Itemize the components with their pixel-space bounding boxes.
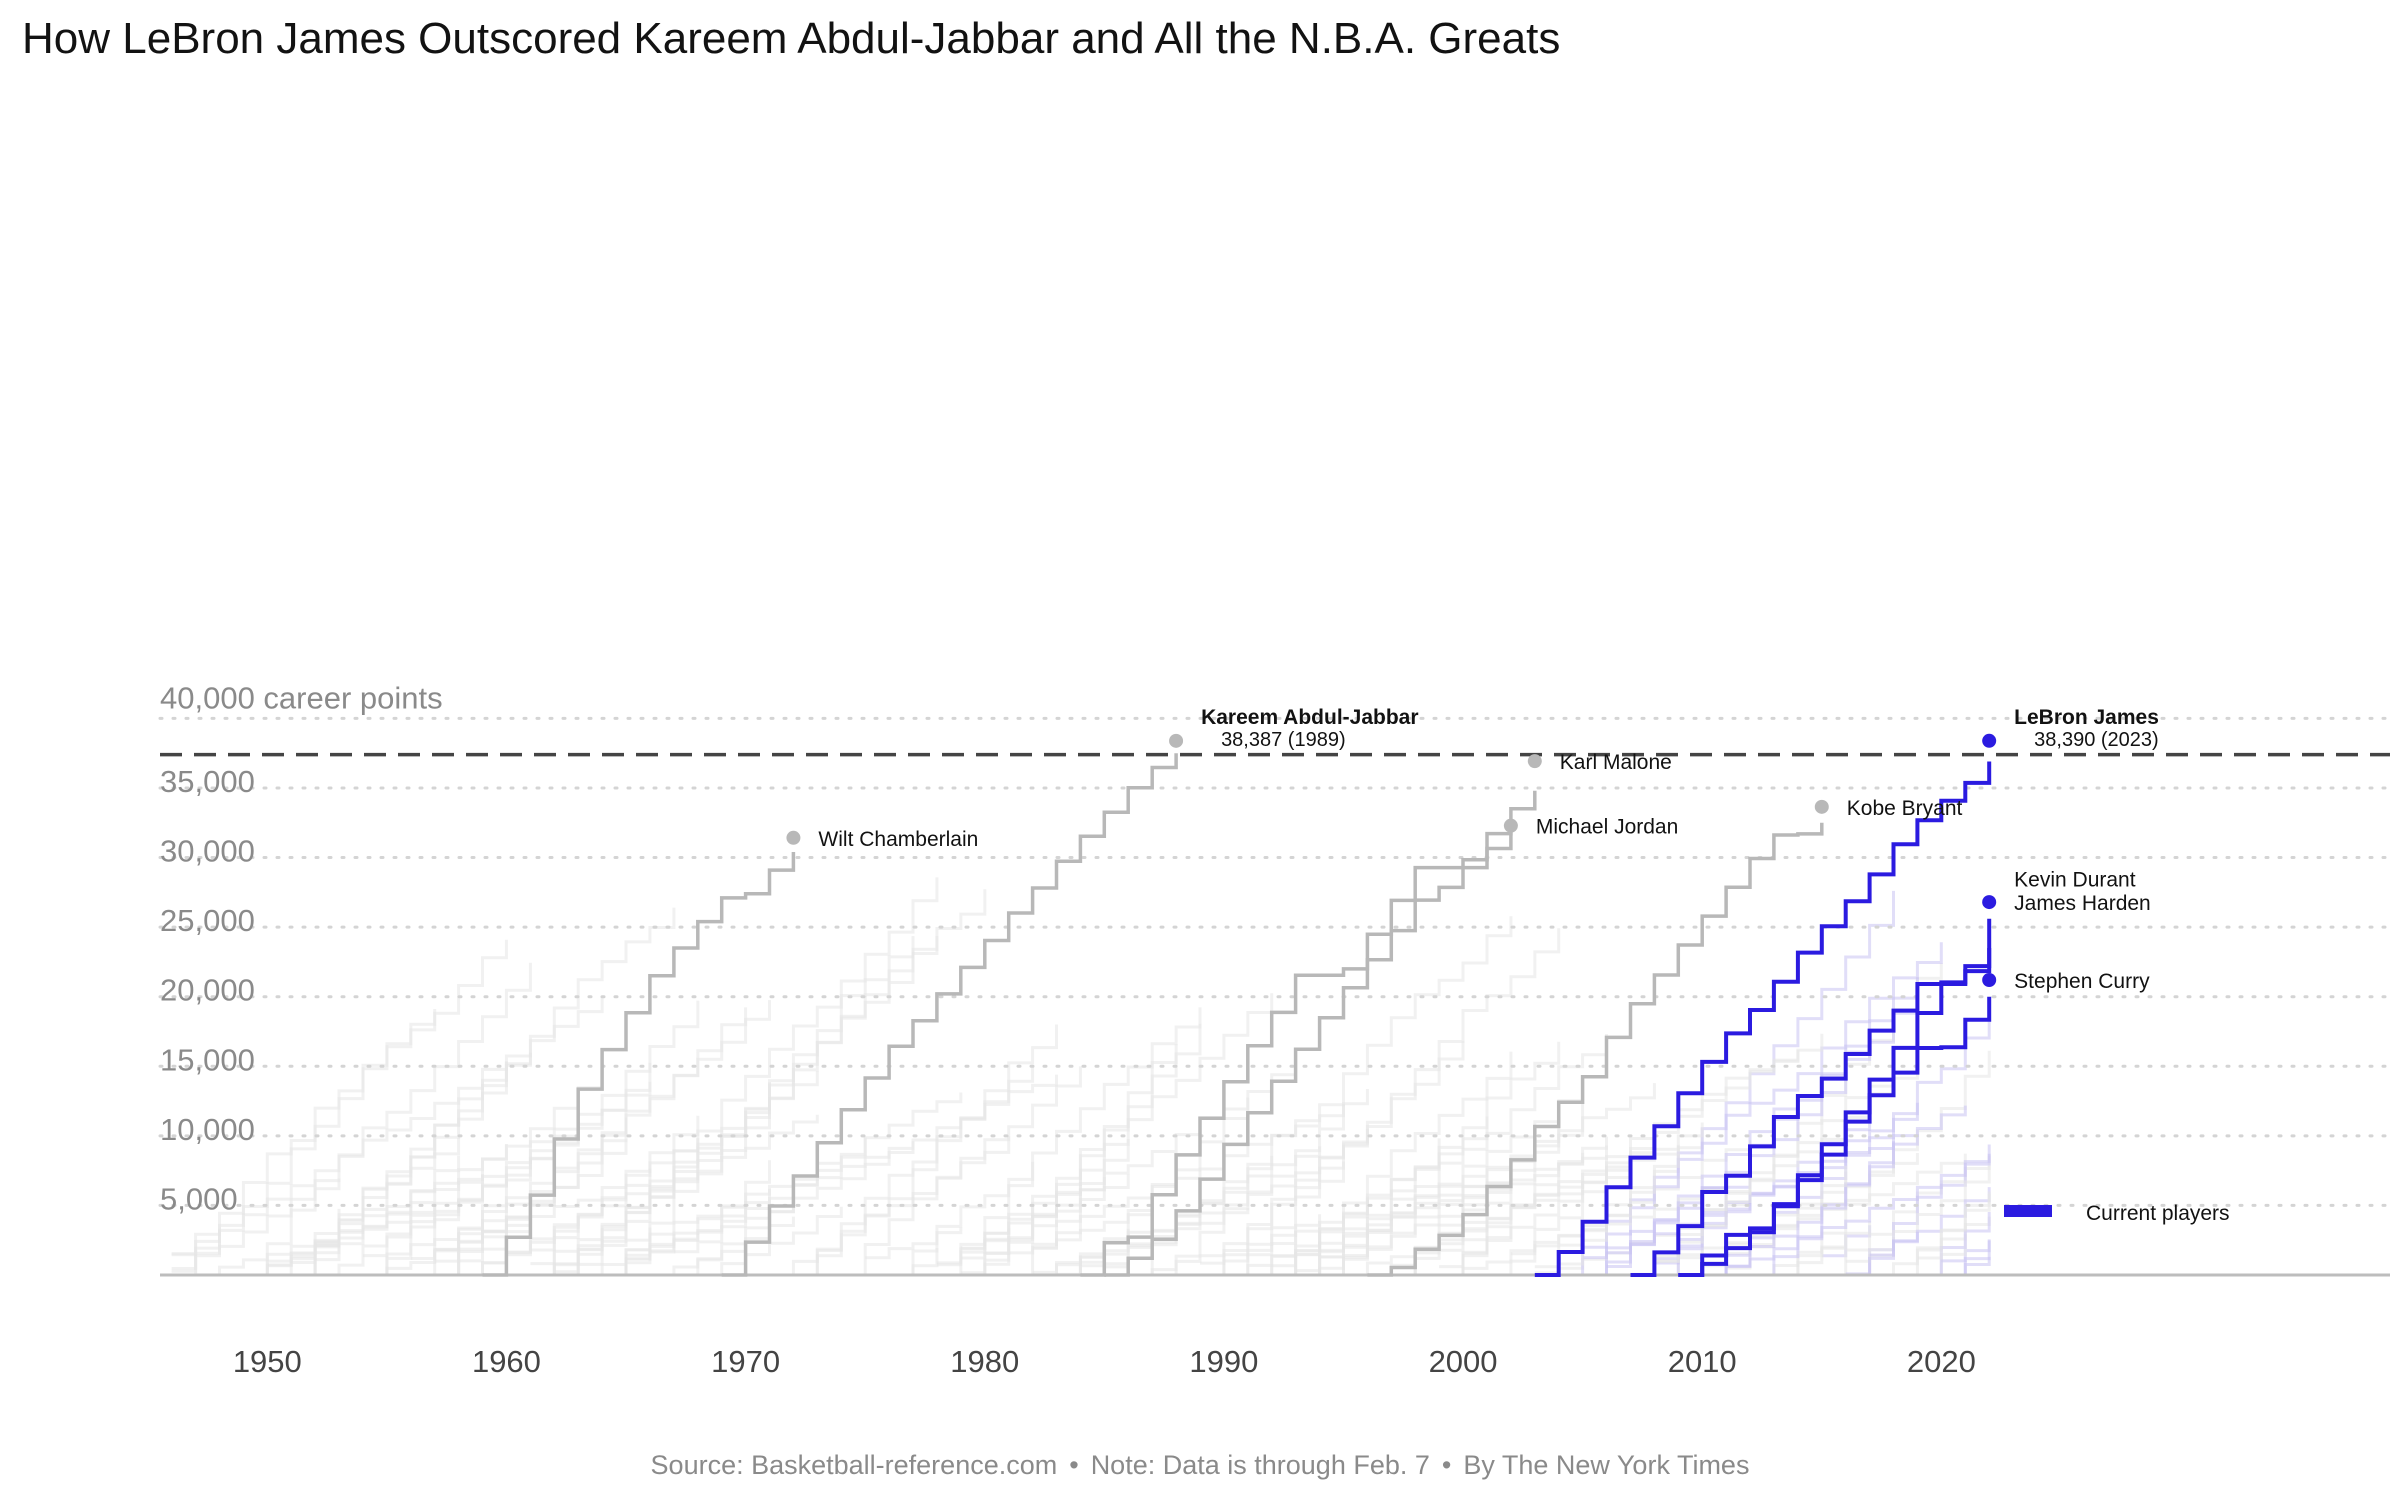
annotation-label-michael-jordan: Michael Jordan <box>1536 816 1678 839</box>
annotation-dot-james-harden <box>1982 895 1997 910</box>
background-player-line <box>1391 1103 1585 1277</box>
background-player-line <box>530 1115 700 1266</box>
annotation-label-karl-malone: Karl Malone <box>1560 751 1672 774</box>
background-player-line <box>291 1208 341 1277</box>
legend: Current players <box>2004 1202 2230 1225</box>
footer-separator: • <box>1069 1450 1079 1480</box>
background-player-line <box>1032 1207 1250 1277</box>
series-line-kobe-bryant <box>1367 822 1824 1277</box>
background-player-line <box>1128 916 1513 1277</box>
annotation-label-wilt-chamberlain: Wilt Chamberlain <box>818 828 978 851</box>
y-axis-labels: 5,000 10,000 15,000 20,000 25,000 30,000 35,00… <box>160 680 443 1216</box>
y-tick-label: 30,000 <box>160 834 255 869</box>
background-player-line <box>673 1074 1058 1254</box>
x-tick-label: 2020 <box>1907 1344 1976 1379</box>
background-player-line <box>1917 1194 1991 1260</box>
background-player-line <box>889 1007 1202 1277</box>
y-tick-label: 5,000 <box>160 1181 238 1216</box>
series-line-lebron-james <box>1534 761 1992 1277</box>
y-tick-label: 15,000 <box>160 1042 255 1077</box>
background-player-line <box>363 1064 604 1258</box>
series-line-kareem-abdul-jabbar <box>721 753 1178 1277</box>
annotation-dot-stephen-curry <box>1982 973 1997 988</box>
background-player-line <box>865 1227 963 1260</box>
background-player-line <box>171 939 508 1256</box>
background-player-line <box>1558 890 1895 1277</box>
background-player-line <box>1702 1134 1919 1277</box>
annotations: Wilt Chamberlain Kareem Abdul-Jabbar38,38… <box>786 706 2159 993</box>
annotation-label-stephen-curry: Stephen Curry <box>2014 970 2150 993</box>
footer: Source: Basketball-reference.com • Note: D… <box>0 1450 2400 1481</box>
annotation-dot-lebron-james <box>1982 733 1997 748</box>
background-player-line <box>602 889 987 1277</box>
x-tick-label: 2000 <box>1429 1344 1498 1379</box>
annotation-label-kevin-durant: Kevin Durant <box>2014 868 2136 891</box>
background-player-line <box>1008 1139 1130 1277</box>
background-player-line <box>1869 1216 1991 1277</box>
background-player-line <box>1271 1138 1441 1277</box>
annotation-value-lebron-james: 38,390 (2023) <box>2034 729 2159 751</box>
x-tick-label: 1990 <box>1189 1344 1258 1379</box>
x-tick-label: 1980 <box>950 1344 1019 1379</box>
y-tick-label: 25,000 <box>160 903 255 938</box>
background-player-line <box>841 1066 1082 1277</box>
annotation-dot-wilt-chamberlain <box>786 830 801 845</box>
footer-note: Note: Data is through Feb. 7 <box>1090 1450 1430 1480</box>
annotation-dot-karl-malone <box>1527 754 1542 769</box>
background-player-line <box>1845 1187 1991 1276</box>
x-tick-label: 1950 <box>233 1344 302 1379</box>
series-line-wilt-chamberlain <box>482 852 796 1277</box>
background-player-line <box>936 1023 1202 1277</box>
footer-byline: By The New York Times <box>1463 1450 1750 1480</box>
background-player-line <box>315 907 676 1255</box>
background-player-line <box>1869 1231 1919 1257</box>
x-tick-label: 1970 <box>711 1344 780 1379</box>
y-tick-label: 35,000 <box>160 764 255 799</box>
footer-source: Source: Basketball-reference.com <box>650 1450 1058 1480</box>
x-axis-labels: 1950 1960 1970 1980 1990 2000 2010 2020 <box>233 1344 1976 1379</box>
annotation-label-lebron-james: LeBron James <box>2014 706 2159 729</box>
series-line-stephen-curry <box>1678 996 1992 1277</box>
legend-label: Current players <box>2086 1202 2230 1225</box>
annotation-value-kareem-abdul-jabbar: 38,387 (1989) <box>1221 729 1346 751</box>
background-player-line <box>291 1155 461 1277</box>
background-player-line <box>1845 1166 1991 1263</box>
annotation-label-kobe-bryant: Kobe Bryant <box>1847 797 1963 820</box>
series-line-michael-jordan <box>1080 828 1513 1277</box>
series-line-karl-malone <box>1104 790 1537 1277</box>
y-tick-label: 20,000 <box>160 973 255 1008</box>
y-axis-title: 40,000 career points <box>160 680 443 715</box>
background-player-line <box>243 962 532 1277</box>
background-player-line <box>769 1066 1035 1277</box>
annotation-label-kareem-abdul-jabbar: Kareem Abdul-Jabbar <box>1201 706 1418 729</box>
background-player-line <box>434 1205 532 1277</box>
annotation-dot-michael-jordan <box>1503 818 1518 833</box>
x-tick-label: 2010 <box>1668 1344 1737 1379</box>
background-player-line <box>1582 942 1943 1260</box>
annotation-dot-kareem-abdul-jabbar <box>1169 733 1184 748</box>
annotation-label-james-harden: James Harden <box>2014 892 2151 915</box>
x-tick-label: 1960 <box>472 1344 541 1379</box>
background-player-line <box>554 877 939 1277</box>
footer-separator: • <box>1441 1450 1452 1480</box>
y-tick-label: 10,000 <box>160 1112 255 1147</box>
series-line-kevin-durant <box>1630 948 1992 1277</box>
series-lines <box>482 753 1992 1277</box>
gridlines <box>158 716 2392 1207</box>
background-player-line <box>1654 992 1919 1277</box>
background-player-line <box>1319 1083 1656 1277</box>
background-player-line <box>291 1061 508 1264</box>
background-player-line <box>1200 1040 1465 1265</box>
chart-title: How LeBron James Outscored Kareem Abdul-… <box>22 14 1561 63</box>
background-player-lines <box>171 877 1991 1277</box>
background-player-line <box>602 1160 771 1277</box>
annotation-dot-kobe-bryant <box>1814 799 1829 814</box>
legend-swatch <box>2004 1205 2052 1217</box>
